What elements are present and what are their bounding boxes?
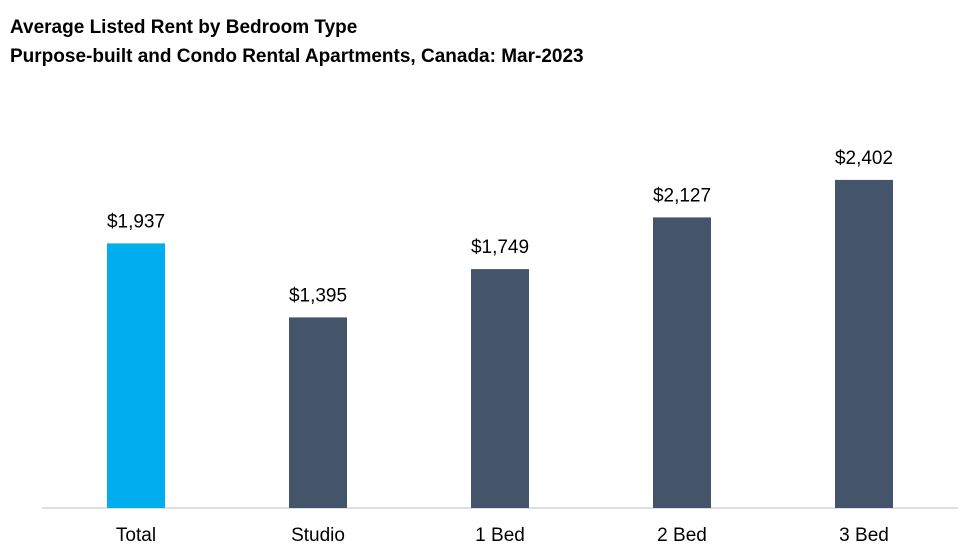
data-label: $1,937	[107, 211, 165, 232]
data-label: $2,402	[835, 148, 893, 169]
bar-studio	[289, 317, 347, 508]
bar-total	[107, 243, 165, 508]
chart-title: Average Listed Rent by Bedroom Type	[10, 17, 358, 38]
bar-3-bed	[835, 179, 893, 508]
data-label: $1,395	[289, 285, 347, 306]
x-tick-label: 3 Bed	[839, 525, 889, 546]
bar-2-bed	[653, 217, 711, 508]
bar-1-bed	[471, 269, 529, 508]
chart-subtitle: Purpose-built and Condo Rental Apartment…	[10, 46, 584, 67]
bars-group: $1,937 Total $1,395 Studio $1,749 1 Bed $2,127…	[107, 148, 893, 546]
x-tick-label: Studio	[291, 525, 345, 546]
x-tick-label: 2 Bed	[657, 525, 707, 546]
data-label: $1,749	[471, 237, 529, 258]
x-tick-label: 1 Bed	[475, 525, 525, 546]
data-label: $2,127	[653, 185, 711, 206]
x-tick-label: Total	[116, 525, 156, 546]
